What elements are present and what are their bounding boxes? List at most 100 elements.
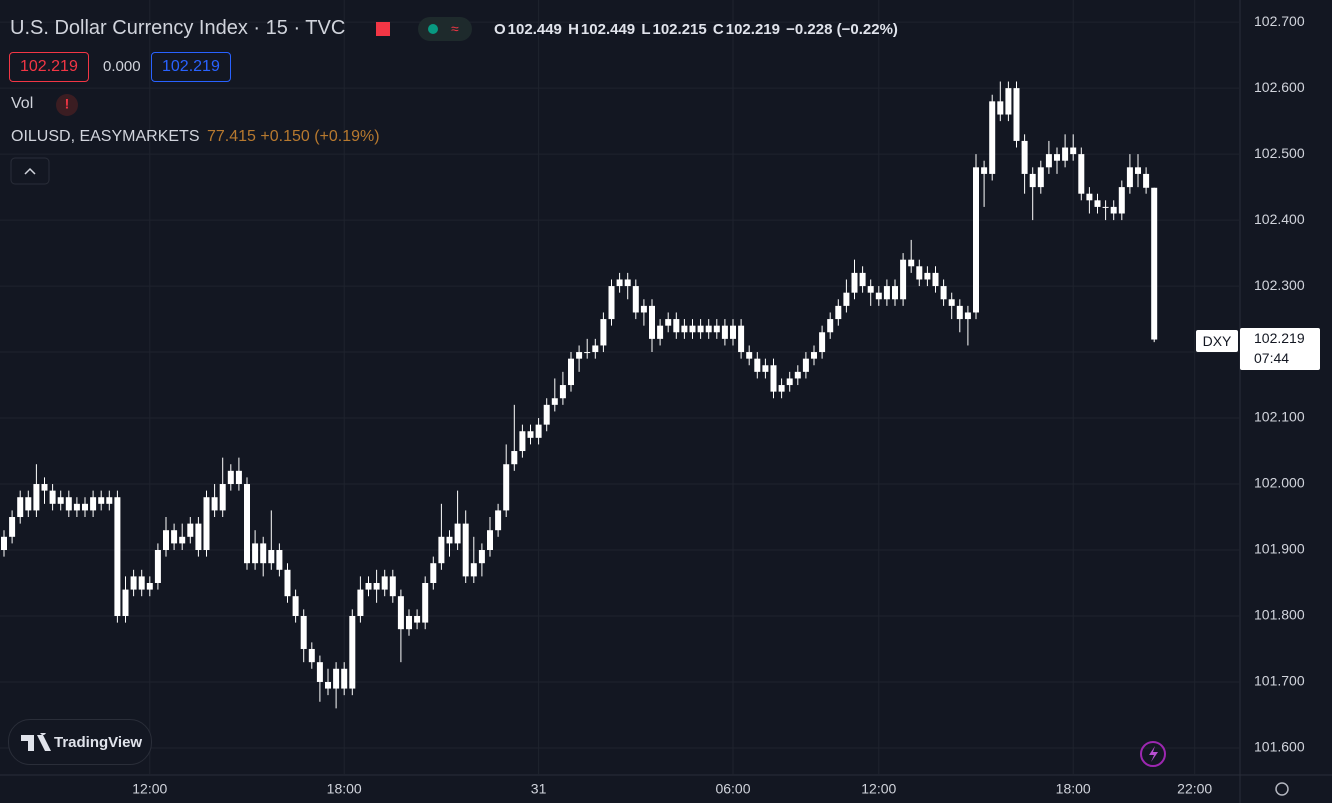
candle-body	[325, 681, 331, 689]
lightning-button[interactable]	[1140, 741, 1166, 767]
high-value: 102.449	[580, 21, 636, 38]
candle-body	[1005, 88, 1012, 115]
candle-body	[608, 286, 615, 320]
candle-body	[1126, 167, 1133, 188]
candle-body	[875, 292, 882, 300]
candle-body	[1054, 154, 1060, 161]
y-tick-label: 102.500	[1254, 145, 1305, 161]
candle-body	[316, 662, 323, 682]
candle-body	[365, 582, 372, 590]
candle-body	[665, 319, 672, 326]
x-tick-label: 12:00	[132, 781, 167, 797]
candle-body	[478, 550, 485, 564]
vol-warning[interactable]	[56, 94, 78, 116]
candles	[1, 81, 1158, 709]
candle-body	[519, 431, 526, 452]
candle-body	[195, 523, 202, 551]
candle-body	[973, 167, 979, 313]
status-pill[interactable]	[418, 17, 472, 41]
candle-body	[154, 550, 161, 583]
candle-body	[57, 497, 64, 504]
candle-body	[503, 464, 510, 511]
candle-body	[778, 385, 785, 392]
vol-warning-icon: !	[65, 96, 70, 112]
candle-body	[924, 272, 931, 280]
candle-body	[1118, 187, 1125, 214]
low-value: 102.215	[652, 21, 707, 38]
candle-body	[462, 523, 469, 577]
flag-icon[interactable]	[376, 22, 390, 36]
x-tick-label: 31	[531, 781, 547, 797]
candle-body	[114, 497, 121, 616]
settings-button[interactable]	[1275, 782, 1289, 796]
c-label: C	[712, 21, 724, 38]
candle-body	[754, 358, 761, 372]
candle-body	[964, 312, 971, 320]
y-tick-label: 102.600	[1254, 79, 1305, 95]
candle-body	[940, 286, 947, 300]
candle-body	[414, 615, 421, 623]
candle-body	[981, 167, 988, 174]
volume-label[interactable]: Vol	[11, 95, 34, 112]
overlay-name[interactable]: OILUSD, EASYMARKETS	[11, 128, 200, 145]
candle-body	[640, 305, 647, 313]
tv-logo	[21, 733, 51, 751]
collapse-button[interactable]	[10, 157, 50, 185]
bid-button[interactable]: 102.219	[9, 52, 89, 82]
candle-body	[867, 286, 874, 293]
candle-body	[49, 490, 56, 504]
candle-body	[446, 536, 453, 544]
x-tick-label: 06:00	[715, 781, 750, 797]
candle-body	[211, 497, 218, 511]
y-tick-label: 101.700	[1254, 673, 1305, 689]
y-tick-label: 102.700	[1254, 13, 1305, 29]
candle-body	[138, 576, 145, 590]
candle-body	[859, 272, 866, 287]
candle-body	[649, 305, 655, 339]
candle-body	[9, 517, 16, 537]
delay-icon: ≈	[451, 21, 459, 37]
watermark[interactable]: TradingView	[8, 719, 152, 765]
candle-body	[681, 325, 688, 333]
collapse-icon	[24, 167, 36, 175]
candle-body	[1037, 167, 1044, 188]
ask-button[interactable]: 102.219	[151, 52, 231, 82]
h-label: H	[568, 21, 579, 38]
spread: 0.000	[103, 58, 141, 75]
symbol-title[interactable]: U.S. Dollar Currency Index · 15 · TVC	[10, 17, 346, 39]
candle-body	[851, 272, 858, 293]
countdown: 07:44	[1254, 349, 1290, 366]
y-tick-label: 101.900	[1254, 541, 1305, 557]
candle-body	[333, 668, 340, 689]
candle-body	[1094, 200, 1101, 207]
candle-body	[843, 292, 850, 306]
y-tick-label: 102.100	[1254, 409, 1305, 425]
candle-body	[163, 530, 169, 551]
candle-body	[389, 576, 396, 597]
x-tick-label: 18:00	[1056, 781, 1091, 797]
y-tick-label: 101.600	[1254, 739, 1305, 755]
candle-body	[406, 615, 412, 630]
candle-body	[98, 497, 105, 504]
candle-body	[835, 305, 842, 320]
y-tick-label: 102.000	[1254, 475, 1305, 491]
candle-body	[632, 286, 639, 313]
candle-body	[171, 530, 178, 544]
candle-body	[713, 325, 720, 333]
candle-body	[697, 325, 704, 333]
candle-body	[422, 582, 429, 623]
candle-body	[956, 305, 963, 320]
candle-body	[438, 536, 445, 564]
candle-body	[470, 563, 477, 577]
symbol-tag: DXY	[1196, 329, 1238, 352]
candle-body	[1062, 147, 1069, 161]
candle-body	[770, 365, 777, 392]
candle-body	[487, 530, 493, 551]
candle-body	[1151, 187, 1158, 340]
x-tick-label: 12:00	[861, 781, 896, 797]
candle-body	[811, 352, 817, 359]
candle-body	[1102, 206, 1109, 208]
candle-body	[1135, 167, 1141, 174]
candle-body	[786, 378, 793, 386]
